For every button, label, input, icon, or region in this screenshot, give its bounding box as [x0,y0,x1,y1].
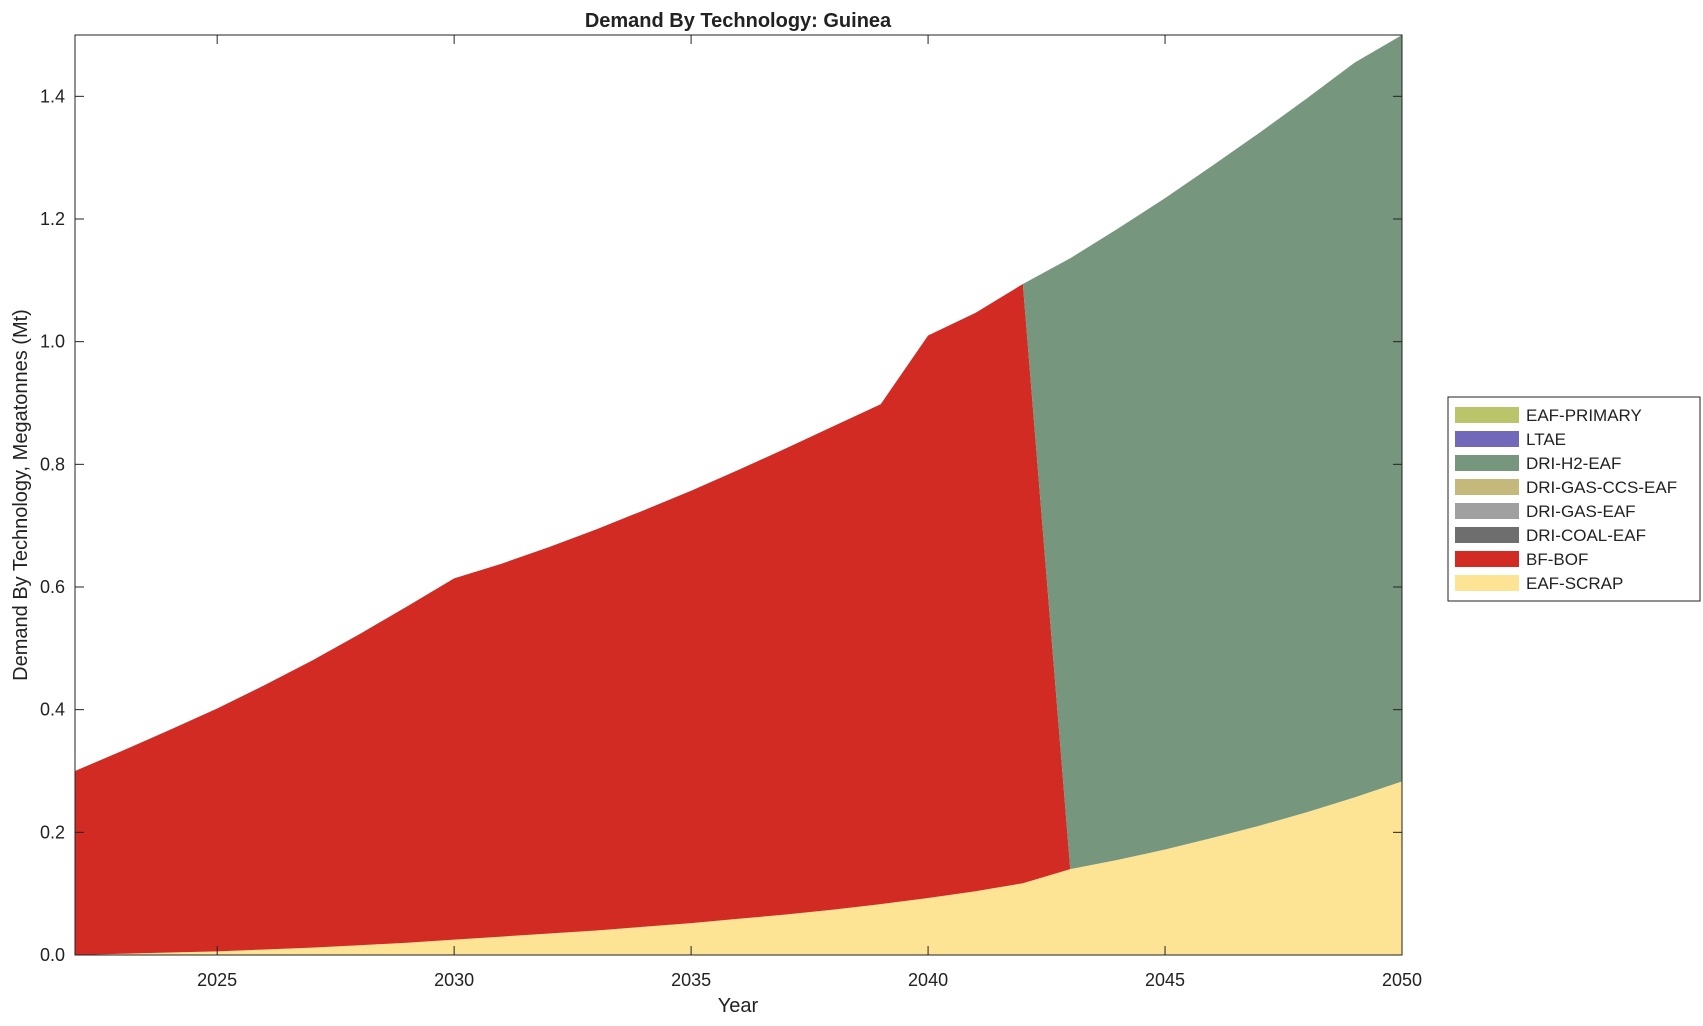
y-tick-label: 1.4 [40,86,65,106]
y-tick-label: 1.0 [40,332,65,352]
y-tick-label: 0.4 [40,700,65,720]
ticks-layer: 2025 2030 2035 2040 2045 2050 0.0 0.2 0.4 0.6 0.8 1… [40,35,1422,990]
x-tick-label: 2030 [434,970,474,990]
x-tick-label: 2035 [671,970,711,990]
legend-label-eaf-scrap: EAF-SCRAP [1526,574,1623,593]
legend-label-bf-bof: BF-BOF [1526,550,1588,569]
y-tick-label: 0.8 [40,454,65,474]
legend-swatch-eaf-scrap [1455,575,1519,591]
legend-label-dri-gas-eaf: DRI-GAS-EAF [1526,502,1636,521]
legend-label-dri-coal-eaf: DRI-COAL-EAF [1526,526,1646,545]
y-tick-label: 1.2 [40,209,65,229]
legend-label-eaf-primary: EAF-PRIMARY [1526,406,1642,425]
x-tick-label: 2050 [1382,970,1422,990]
area-dri-h2-eaf [75,35,1402,870]
chart-title: Demand By Technology: Guinea [585,10,892,32]
x-tick-label: 2025 [197,970,237,990]
y-tick-label: 0.0 [40,945,65,965]
x-axis-label: Year [718,995,759,1017]
legend-swatch-dri-h2-eaf [1455,455,1519,471]
area-eaf-scrap [75,781,1402,955]
legend-label-ltae: LTAE [1526,430,1566,449]
plot-frame [74,34,1403,956]
legend-swatch-dri-coal-eaf [1455,527,1519,543]
legend-box [1447,396,1701,602]
areas-layer [75,35,1402,955]
legend-label-dri-h2-eaf: DRI-H2-EAF [1526,454,1621,473]
legend: EAF-PRIMARY LTAE DRI-H2-EAF DRI-GAS-CCS-EAF… [1447,396,1701,602]
legend-swatch-dri-gas-ccs-eaf [1455,479,1519,495]
x-tick-label: 2045 [1145,970,1185,990]
x-tick-label: 2040 [908,970,948,990]
legend-swatch-bf-bof [1455,551,1519,567]
legend-swatch-dri-gas-eaf [1455,503,1519,519]
y-tick-label: 0.6 [40,577,65,597]
y-tick-label: 0.2 [40,822,65,842]
legend-swatch-ltae [1455,431,1519,447]
y-axis-label: Demand By Technology, Megatonnes (Mt) [10,309,32,681]
area-bf-bof [75,284,1402,955]
legend-label-dri-gas-ccs-eaf: DRI-GAS-CCS-EAF [1526,478,1677,497]
legend-swatch-eaf-primary [1455,407,1519,423]
